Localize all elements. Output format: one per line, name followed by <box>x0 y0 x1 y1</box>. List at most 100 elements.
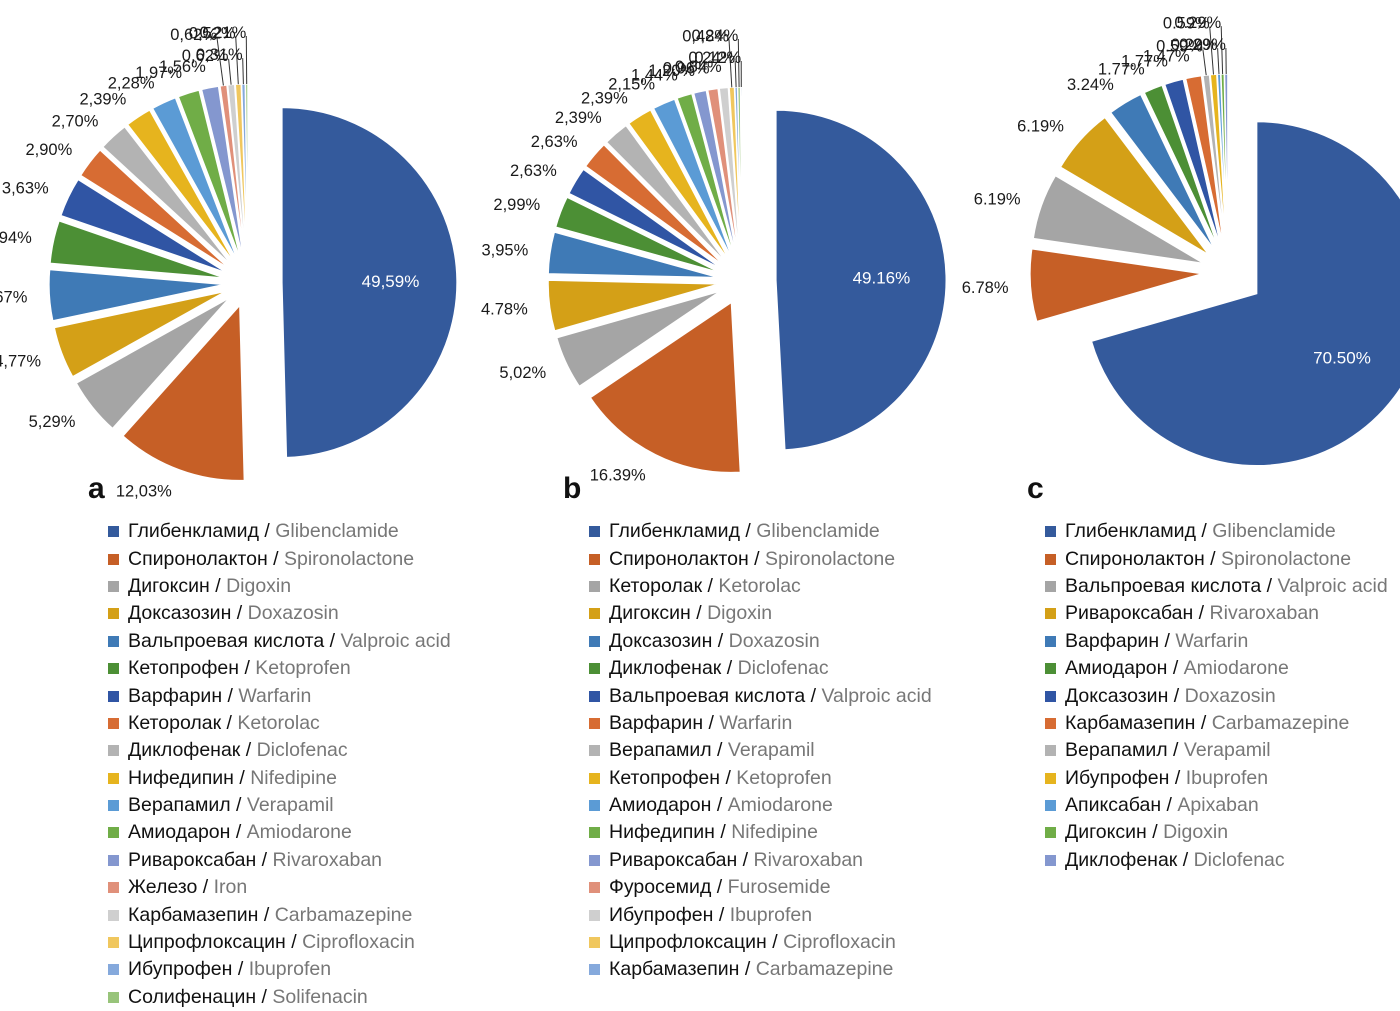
legend-separator: / <box>1193 602 1209 625</box>
legend-item-a-11: Амиодарон / Amiodarone <box>108 819 451 846</box>
legend-item-c-9: Ибупрофен / Ibuprofen <box>1045 765 1388 792</box>
legend-item-b-10: Амиодарон / Amiodarone <box>589 792 932 819</box>
legend-swatch <box>589 773 600 784</box>
legend-separator: / <box>1168 685 1184 708</box>
legend-item-a-13: Железо / Iron <box>108 874 451 901</box>
legend-item-b-13: Фуросемид / Furosemide <box>589 874 932 901</box>
legend-label-en: Verapamil <box>728 739 815 762</box>
legend-swatch <box>1045 608 1056 619</box>
slice-label-b-1: 16.39% <box>590 466 646 484</box>
legend-swatch <box>1045 827 1056 838</box>
legend-label-en: Valproic acid <box>1277 575 1387 598</box>
legend-separator: / <box>1261 575 1277 598</box>
legend-label-en: Iron <box>214 876 248 899</box>
pie-chart-c: 70.50%6.78%6.19%6.19%3.24%1.77%1.77%1.47… <box>962 14 1400 466</box>
legend-label-ru: Диклофенак <box>128 739 240 762</box>
slice-label-b-4: 3,95% <box>482 242 529 260</box>
legend-label-en: Verapamil <box>1184 739 1271 762</box>
legend-label-en: Digoxin <box>226 575 291 598</box>
legend-separator: / <box>713 904 729 927</box>
legend-label-ru: Апиксабан <box>1065 794 1161 817</box>
legend-label-ru: Кетопрофен <box>128 657 239 680</box>
legend-item-a-9: Нифедипин / Nifedipine <box>108 765 451 792</box>
legend-label-ru: Амиодарон <box>128 821 230 844</box>
legend-item-a-6: Варфарин / Warfarin <box>108 682 451 709</box>
legend-label-ru: Дигоксин <box>128 575 210 598</box>
legend-item-b-5: Диклофенак / Diclofenac <box>589 655 932 682</box>
legend-item-c-10: Апиксабан / Apixaban <box>1045 792 1388 819</box>
legend-item-a-14: Карбамазепин / Carbamazepine <box>108 901 451 928</box>
legend-separator: / <box>740 520 756 543</box>
legend-label-en: Warfarin <box>1175 630 1248 653</box>
legend-item-b-11: Нифедипин / Nifedipine <box>589 819 932 846</box>
legend-separator: / <box>221 712 237 735</box>
legend-swatch <box>108 800 119 811</box>
legend-label-ru: Ривароксабан <box>609 849 737 872</box>
legend-item-a-12: Ривароксабан / Rivaroxaban <box>108 847 451 874</box>
legend-swatch <box>589 855 600 866</box>
legend-item-a-15: Ципрофлоксацин / Ciprofloxacin <box>108 929 451 956</box>
legend-swatch <box>108 636 119 647</box>
legend-label-ru: Варфарин <box>1065 630 1159 653</box>
legend-label-ru: Глибенкламид <box>1065 520 1196 543</box>
legend-label-ru: Спиронолактон <box>128 548 268 571</box>
legend-label-ru: Варфарин <box>609 712 703 735</box>
legend-separator: / <box>721 657 737 680</box>
legend-separator: / <box>1169 767 1185 790</box>
legend-label-en: Diclofenac <box>738 657 829 680</box>
legend-label-en: Rivaroxaban <box>1210 602 1319 625</box>
panel-letter-b: b <box>563 472 581 505</box>
legend-label-en: Glibenclamide <box>1212 520 1336 543</box>
slice-label-a-7: 2,90% <box>26 141 73 159</box>
legend-label-ru: Спиронолактон <box>1065 548 1205 571</box>
legend-separator: / <box>256 849 272 872</box>
legend-swatch <box>589 526 600 537</box>
slice-label-c-12: 0.29% <box>1179 36 1226 54</box>
leader-line-a-16 <box>243 58 244 84</box>
legend-item-a-4: Вальпроевая кислота / Valproic acid <box>108 628 451 655</box>
legend-swatch <box>108 718 119 729</box>
legend-item-a-16: Ибупрофен / Ibuprofen <box>108 956 451 983</box>
legend-label-en: Diclofenac <box>257 739 348 762</box>
legend-label-en: Solifenacin <box>272 986 367 1009</box>
legend-separator: / <box>210 575 226 598</box>
legend-swatch <box>108 554 119 565</box>
legend-item-a-10: Верапамил / Verapamil <box>108 792 451 819</box>
legend-label-en: Carbamazepine <box>275 904 413 927</box>
legend-label-en: Ciprofloxacin <box>783 931 896 954</box>
slice-label-a-16: 0,31% <box>196 46 243 64</box>
slice-label-c-11: 0.29% <box>1174 14 1221 32</box>
legend-item-b-9: Кетопрофен / Ketoprofen <box>589 765 932 792</box>
legend-item-b-6: Вальпроевая кислота / Valproic acid <box>589 682 932 709</box>
legend-label-ru: Ципрофлоксацин <box>128 931 286 954</box>
legend-item-a-0: Глибенкламид / Glibenclamide <box>108 518 451 545</box>
legend-separator: / <box>197 876 213 899</box>
legend-item-b-3: Дигоксин / Digoxin <box>589 600 932 627</box>
legend-label-en: Ibuprofen <box>730 904 812 927</box>
legend-swatch <box>1045 855 1056 866</box>
legend-item-a-2: Дигоксин / Digoxin <box>108 573 451 600</box>
legend-label-ru: Доксазозин <box>609 630 712 653</box>
legend-item-b-15: Ципрофлоксацин / Ciprofloxacin <box>589 929 932 956</box>
legend-label-ru: Амиодарон <box>609 794 711 817</box>
legend-item-a-3: Доксазозин / Doxazosin <box>108 600 451 627</box>
slice-label-a-5: 3,94% <box>0 229 32 247</box>
legend-a: Глибенкламид / Glibenclamide Спиронолакто… <box>108 518 451 1011</box>
legend-swatch <box>108 964 119 975</box>
legend-swatch <box>108 691 119 702</box>
legend-separator: / <box>1177 849 1193 872</box>
legend-separator: / <box>234 767 250 790</box>
legend-separator: / <box>324 630 340 653</box>
legend-separator: / <box>720 767 736 790</box>
legend-label-ru: Амиодарон <box>1065 657 1167 680</box>
legend-label-en: Doxazosin <box>729 630 820 653</box>
slice-label-a-1: 12,03% <box>116 482 172 500</box>
legend-separator: / <box>222 685 238 708</box>
legend-item-b-12: Ривароксабан / Rivaroxaban <box>589 847 932 874</box>
slice-label-a-2: 5,29% <box>29 413 76 431</box>
legend-label-en: Doxazosin <box>1185 685 1276 708</box>
legend-label-ru: Верапамил <box>609 739 712 762</box>
legend-item-c-2: Вальпроевая кислота / Valproic acid <box>1045 573 1388 600</box>
slice-label-c-0: 70.50% <box>1313 349 1371 368</box>
legend-item-a-7: Кеторолак / Ketorolac <box>108 710 451 737</box>
